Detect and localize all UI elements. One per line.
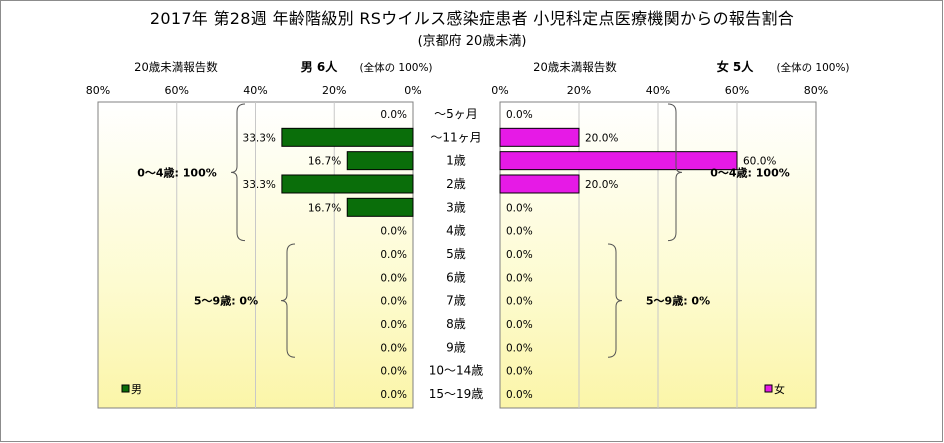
category-label: ～5ヶ月 bbox=[434, 107, 478, 121]
category-label: 10～14歳 bbox=[429, 364, 484, 378]
category-label: 3歳 bbox=[446, 200, 466, 214]
category-label: 7歳 bbox=[446, 294, 466, 308]
male-bar bbox=[346, 197, 414, 217]
female-legend-swatch bbox=[764, 384, 773, 393]
male-data-label: 0.0% bbox=[380, 249, 407, 261]
female-bar bbox=[499, 174, 580, 194]
female-header-total: 女 5人 bbox=[717, 59, 755, 74]
female-bracket-label: 5～9歳: 0% bbox=[646, 294, 710, 308]
male-data-label: 33.3% bbox=[243, 132, 276, 144]
female-tick-label: 0% bbox=[491, 84, 508, 97]
female-legend-label: 女 bbox=[774, 382, 785, 396]
male-data-label: 0.0% bbox=[380, 342, 407, 354]
male-bracket bbox=[230, 103, 246, 242]
female-header-note: (全体の 100%) bbox=[776, 61, 849, 74]
category-label: 1歳 bbox=[446, 154, 466, 168]
chart-title: 2017年 第28週 年齢階級別 RSウイルス感染症患者 小児科定点医療機関から… bbox=[149, 9, 795, 28]
female-data-label: 0.0% bbox=[506, 226, 533, 238]
category-label: 8歳 bbox=[446, 317, 466, 331]
female-data-label: 0.0% bbox=[506, 319, 533, 331]
female-data-label: 20.0% bbox=[585, 132, 618, 144]
male-data-label: 0.0% bbox=[380, 109, 407, 121]
male-data-label: 33.3% bbox=[243, 179, 276, 191]
male-legend-label: 男 bbox=[131, 383, 142, 396]
chart-subtitle: (京都府 20歳未満) bbox=[417, 34, 527, 49]
category-label: ～11ヶ月 bbox=[430, 130, 481, 144]
male-data-label: 0.0% bbox=[380, 272, 407, 284]
male-data-label: 0.0% bbox=[380, 366, 407, 378]
female-data-label: 0.0% bbox=[506, 202, 533, 214]
female-header-count-label: 20歳未満報告数 bbox=[533, 60, 617, 74]
male-header-note: (全体の 100%) bbox=[359, 61, 432, 74]
male-data-label: 16.7% bbox=[308, 156, 341, 168]
category-label: 9歳 bbox=[446, 340, 466, 354]
male-tick-label: 60% bbox=[165, 84, 189, 97]
male-data-label: 0.0% bbox=[380, 296, 407, 308]
female-tick-label: 80% bbox=[804, 84, 828, 97]
category-label: 15～19歳 bbox=[429, 387, 484, 401]
male-tick-label: 20% bbox=[322, 84, 346, 97]
female-bracket bbox=[607, 243, 623, 358]
male-tick-label: 40% bbox=[243, 84, 267, 97]
male-bar bbox=[346, 151, 414, 171]
female-bar bbox=[499, 127, 580, 147]
female-data-label: 0.0% bbox=[506, 389, 533, 401]
female-tick-label: 20% bbox=[567, 84, 591, 97]
male-bar bbox=[281, 174, 414, 194]
male-bracket bbox=[280, 243, 296, 358]
category-label: 4歳 bbox=[446, 224, 466, 238]
female-data-label: 0.0% bbox=[506, 109, 533, 121]
female-data-label: 0.0% bbox=[506, 249, 533, 261]
category-label: 5歳 bbox=[446, 247, 466, 261]
male-bracket-label: 5～9歳: 0% bbox=[194, 294, 258, 308]
male-data-label: 0.0% bbox=[380, 319, 407, 331]
female-tick-label: 40% bbox=[646, 84, 670, 97]
male-data-label: 0.0% bbox=[380, 226, 407, 238]
category-label: 6歳 bbox=[446, 270, 466, 284]
female-bracket-label: 0～4歳: 100% bbox=[710, 165, 790, 179]
male-data-label: 16.7% bbox=[308, 202, 341, 214]
male-tick-label: 80% bbox=[86, 84, 110, 97]
female-data-label: 60.0% bbox=[743, 156, 776, 168]
male-header-total: 男 6人 bbox=[301, 59, 339, 74]
male-tick-label: 0% bbox=[404, 84, 421, 97]
male-header-count-label: 20歳未満報告数 bbox=[134, 60, 218, 74]
female-data-label: 20.0% bbox=[585, 179, 618, 191]
male-bar bbox=[281, 127, 414, 147]
female-data-label: 0.0% bbox=[506, 342, 533, 354]
female-data-label: 0.0% bbox=[506, 366, 533, 378]
male-legend-swatch bbox=[121, 384, 130, 393]
male-bracket-label: 0～4歳: 100% bbox=[137, 165, 217, 179]
female-bracket bbox=[667, 103, 683, 242]
female-data-label: 0.0% bbox=[506, 296, 533, 308]
female-data-label: 0.0% bbox=[506, 272, 533, 284]
female-bar bbox=[499, 151, 738, 171]
female-tick-label: 60% bbox=[725, 84, 749, 97]
male-data-label: 0.0% bbox=[380, 389, 407, 401]
category-label: 2歳 bbox=[446, 177, 466, 191]
